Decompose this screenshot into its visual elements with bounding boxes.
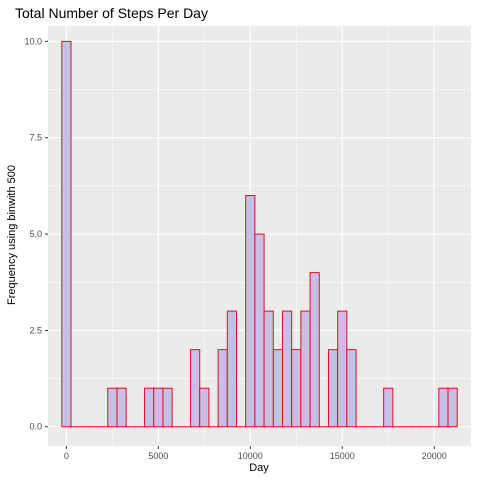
histogram-bar (281, 310, 293, 428)
histogram-bar (153, 387, 164, 428)
x-tick-label: 5000 (148, 451, 168, 461)
histogram-bar (438, 387, 449, 428)
histogram-bar (107, 387, 118, 428)
histogram-bar (327, 349, 339, 428)
histogram-bar (272, 349, 283, 428)
histogram-bar (245, 195, 256, 428)
y-tick-label: 10.0 (24, 36, 42, 46)
histogram-bar (291, 349, 302, 428)
y-axis-ticks: 0.0 2.5 5.0 7.5 10.0 (24, 36, 48, 432)
histogram-bar (190, 349, 201, 428)
histogram-bar (383, 387, 394, 428)
histogram-bars (61, 40, 458, 428)
x-tick-label: 15000 (330, 451, 355, 461)
histogram-bar (346, 349, 357, 428)
histogram-bar (447, 387, 458, 428)
y-tick-label: 2.5 (29, 325, 42, 335)
histogram-bar (199, 387, 210, 428)
x-axis-ticks: 0 5000 10000 15000 20000 (64, 446, 447, 461)
histogram-bar (263, 310, 274, 428)
histogram-bar (144, 387, 155, 428)
histogram-bar (337, 310, 348, 428)
x-tick-label: 0 (64, 451, 69, 461)
histogram-bar (162, 387, 173, 428)
y-tick-label: 0.0 (29, 422, 42, 432)
x-tick-label: 20000 (422, 451, 447, 461)
histogram-bar (226, 310, 238, 428)
histogram-bar (300, 310, 311, 428)
histogram-bar (217, 349, 228, 428)
chart-title: Total Number of Steps Per Day (15, 5, 208, 21)
y-tick-label: 5.0 (29, 229, 42, 239)
x-tick-label: 10000 (238, 451, 263, 461)
histogram-bar (116, 387, 127, 428)
x-axis-label: Day (249, 462, 269, 474)
histogram-bar (309, 272, 320, 428)
histogram-bar (61, 40, 72, 428)
histogram-bar (254, 233, 265, 428)
y-tick-label: 7.5 (29, 133, 42, 143)
y-axis-label: Frequency using binwith 500 (6, 165, 18, 305)
